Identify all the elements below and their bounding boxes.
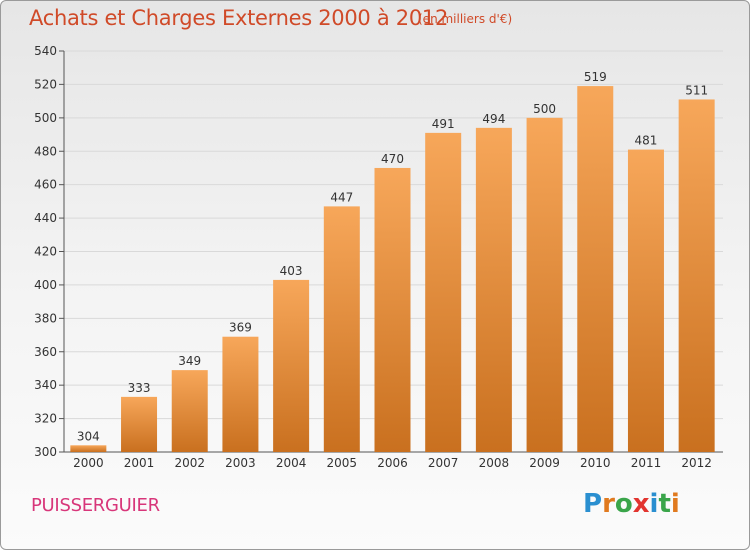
bar (222, 336, 259, 452)
y-tick-label: 460 (34, 178, 57, 192)
bar (273, 279, 310, 452)
bar (678, 99, 715, 453)
logo-letter: i (670, 489, 680, 519)
x-tick-labels: 2000 2001 2002 2003 2004 2005 2006 2007 2008 2009… (73, 456, 712, 470)
x-tick-label: 2007 (428, 456, 459, 470)
logo-letter: x (632, 489, 650, 519)
data-label: 349 (178, 354, 201, 368)
y-tick-label: 320 (34, 412, 57, 426)
y-tick-label: 400 (34, 278, 57, 292)
bar (475, 127, 512, 452)
logo-letter: r (602, 489, 615, 519)
data-label: 494 (482, 112, 505, 126)
data-label: 447 (330, 190, 353, 204)
bar (526, 117, 563, 452)
y-tick-label: 480 (34, 144, 57, 158)
x-tick-label: 2009 (529, 456, 560, 470)
bar (425, 132, 462, 452)
y-tick-label: 300 (34, 445, 57, 459)
data-label: 403 (280, 264, 303, 278)
data-label: 491 (432, 117, 455, 131)
y-tick-label: 360 (34, 345, 57, 359)
bar (121, 396, 158, 452)
data-label: 519 (584, 70, 607, 84)
bars (70, 86, 715, 453)
y-tick-label: 420 (34, 245, 57, 259)
data-label: 470 (381, 152, 404, 166)
proxiti-logo[interactable]: Proxiti (583, 489, 680, 519)
data-label: 304 (77, 429, 100, 443)
data-label: 500 (533, 102, 556, 116)
data-labels: 304 333 349 369 403 447 470 491 494 500 519 481 511 (77, 70, 708, 443)
bar (171, 370, 208, 452)
bar (323, 206, 360, 452)
logo-letter: t (658, 489, 671, 519)
bar (70, 445, 107, 452)
x-tick-label: 2000 (73, 456, 104, 470)
bar (627, 149, 664, 452)
y-tick-labels: 300 320 340 360 380 400 420 440 460 480 500 520 540 (34, 44, 57, 459)
x-tick-label: 2001 (124, 456, 155, 470)
logo-letter: P (583, 489, 603, 519)
y-tick-label: 380 (34, 311, 57, 325)
x-tick-label: 2006 (377, 456, 408, 470)
data-label: 369 (229, 321, 252, 335)
x-tick-label: 2002 (174, 456, 205, 470)
data-label: 333 (128, 381, 151, 395)
x-tick-label: 2008 (479, 456, 510, 470)
bar (577, 86, 614, 453)
x-tick-label: 2012 (681, 456, 712, 470)
logo-letter: o (614, 489, 633, 519)
x-tick-label: 2004 (276, 456, 307, 470)
chart-title: Achats et Charges Externes 2000 à 2012 (29, 6, 449, 30)
commune-name: PUISSERGUIER (31, 495, 160, 516)
x-tick-label: 2010 (580, 456, 611, 470)
y-tick-label: 520 (34, 77, 57, 91)
y-tick-label: 540 (34, 44, 57, 58)
logo-letter: i (649, 489, 659, 519)
data-label: 511 (685, 83, 708, 97)
y-tick-label: 440 (34, 211, 57, 225)
data-label: 481 (635, 134, 658, 148)
bar (374, 167, 411, 453)
y-tick-label: 500 (34, 111, 57, 125)
x-tick-label: 2011 (631, 456, 662, 470)
x-tick-label: 2005 (327, 456, 358, 470)
y-tick-label: 340 (34, 378, 57, 392)
x-tick-label: 2003 (225, 456, 256, 470)
chart-subtitle: (en milliers d'€) (418, 12, 513, 26)
